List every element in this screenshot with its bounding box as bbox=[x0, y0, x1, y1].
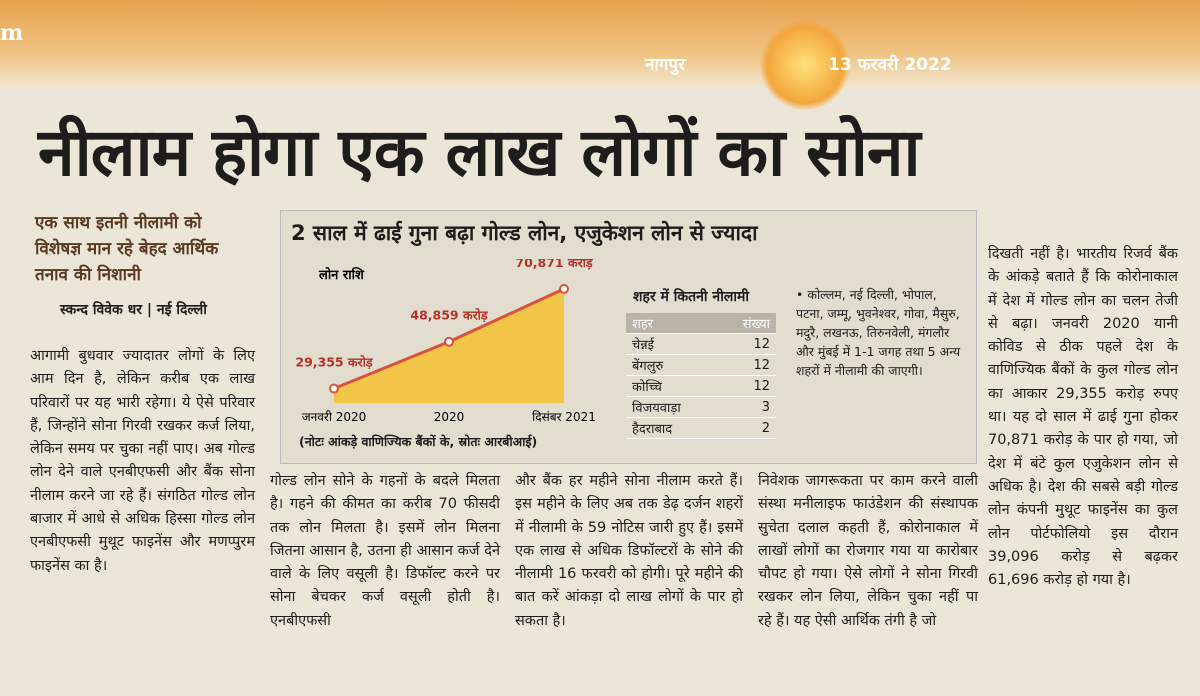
note: (नोटः आंकड़े वाणिज्यिक बैंकों के, स्रोतः… bbox=[299, 434, 538, 449]
table-cell: 12 bbox=[717, 333, 776, 355]
column: और बैंक हर महीने सोना नीलाम करते हैं। इस… bbox=[515, 473, 743, 629]
table-cell: विजयवाड़ा bbox=[626, 396, 718, 418]
header-cell: संख्या bbox=[717, 313, 776, 334]
date: 13 फरवरी 2022 bbox=[828, 55, 952, 75]
table-row: चेन्नई 12 bbox=[626, 333, 776, 355]
table-cell: चेन्नई bbox=[626, 333, 718, 355]
value-label: 48,859 करोड़ bbox=[410, 308, 489, 323]
column: दिखती नहीं है। भारतीय रिजर्व बैंक के आंक… bbox=[988, 246, 1178, 589]
header-cell: शहर bbox=[626, 313, 718, 334]
infographic-title: 2 साल में ढाई गुना बढ़ा गोल्ड लोन, एजुके… bbox=[291, 221, 758, 245]
x-tick-label: 2020 bbox=[434, 410, 465, 424]
line-chart: लोन राशि 29,355 करोड़ जनवरी 2020 48,859 करो… bbox=[295, 259, 596, 424]
chart-title: लोन राशि bbox=[318, 267, 365, 283]
column: गोल्ड लोन सोने के गहनों के बदले मिलता है… bbox=[270, 473, 500, 629]
side-note: • कोल्लम, नई दिल्ली, भोपाल, पटना, जम्मू,… bbox=[796, 287, 961, 378]
table-cell: 2 bbox=[717, 417, 776, 439]
table-cell: 12 bbox=[717, 375, 776, 397]
infographic: 2 साल में ढाई गुना बढ़ा गोल्ड लोन, एजुके… bbox=[280, 210, 977, 464]
column: आगामी बुधवार ज्यादातर लोगों के लिए आम दि… bbox=[30, 348, 255, 574]
x-tick-label: दिसंबर 2021 bbox=[532, 410, 596, 424]
intro: एक साथ इतनी नीलामी को विशेषज्ञ मान रहे ब… bbox=[35, 213, 219, 285]
column: निवेशक जागरूकता पर काम करने वाली संस्था … bbox=[758, 473, 978, 629]
table-cell: बेंगलुरु bbox=[626, 354, 718, 376]
table-cell: 12 bbox=[717, 354, 776, 376]
table-header: शहर संख्या bbox=[626, 313, 776, 334]
city-table: शहर संख्या चेन्नई 12 बेंगलुरु 12 कोच्चि 12 विजयव… bbox=[626, 313, 776, 439]
table-cell: 3 bbox=[717, 396, 776, 418]
table-row: बेंगलुरु 12 bbox=[626, 354, 776, 376]
table-row: कोच्चि 12 bbox=[626, 375, 776, 397]
byline: स्कन्द विवेक धर | नई दिल्ली bbox=[60, 302, 207, 318]
value-label: 70,871 करोड़ bbox=[515, 259, 594, 270]
site: m bbox=[0, 20, 24, 46]
headline: नीलाम होगा एक लाख लोगों का सोना bbox=[38, 114, 921, 191]
table-row: विजयवाड़ा 3 bbox=[626, 396, 776, 418]
value-label: 29,355 करोड़ bbox=[295, 355, 374, 370]
point bbox=[329, 383, 339, 394]
point bbox=[559, 283, 569, 294]
masthead bbox=[0, 0, 1200, 88]
point bbox=[444, 336, 454, 347]
table-row: हैदराबाद 2 bbox=[626, 417, 776, 439]
table-title: शहर में कितनी नीलामी bbox=[633, 289, 749, 305]
x-tick-label: जनवरी 2020 bbox=[302, 410, 367, 424]
table-cell: हैदराबाद bbox=[626, 417, 718, 439]
sun-logo bbox=[760, 20, 850, 110]
table-cell: कोच्चि bbox=[626, 375, 718, 397]
city: नागपुर bbox=[645, 55, 686, 75]
